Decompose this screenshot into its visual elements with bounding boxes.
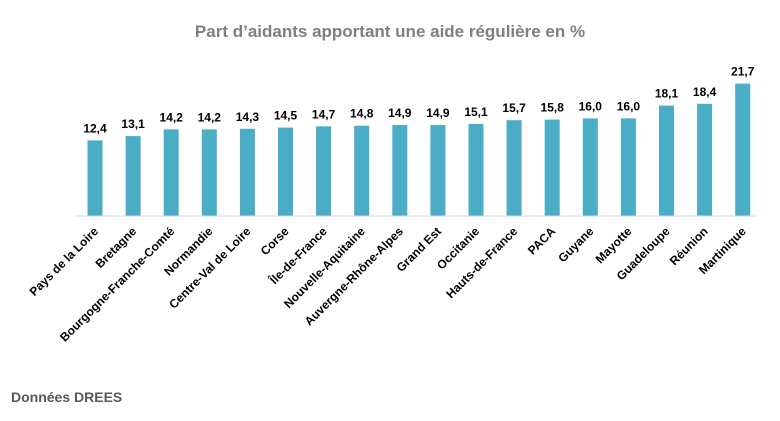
value-label-17: 18,4: [693, 85, 717, 99]
bar-4: [201, 129, 217, 216]
value-label-3: 14,2: [160, 110, 184, 124]
value-label-14: 16,0: [579, 99, 603, 113]
value-label-18: 21,7: [731, 65, 755, 79]
category-labels-layer: Pays de la LoireBretagneBourgogne-Franch…: [27, 223, 749, 344]
bar-2: [125, 136, 141, 216]
bar-11: [468, 123, 484, 216]
value-label-12: 15,7: [502, 101, 526, 115]
value-label-7: 14,7: [312, 107, 336, 121]
bar-6: [278, 127, 293, 216]
bar-18: [735, 83, 751, 216]
value-label-6: 14,5: [274, 109, 298, 123]
value-labels-layer: 12,4 13,1 14,2 14,2 14,3 14,5 14,7 14,8 14,9 14,9…: [83, 65, 754, 136]
value-label-10: 14,9: [426, 106, 450, 120]
value-label-9: 14,9: [388, 106, 412, 120]
bar-10: [430, 125, 446, 216]
bar-12: [506, 120, 522, 216]
source-note: Données DREES: [11, 389, 123, 405]
value-label-1: 12,4: [83, 121, 107, 135]
bar-15: [620, 118, 636, 216]
value-label-2: 13,1: [121, 117, 145, 131]
value-label-8: 14,8: [350, 107, 374, 121]
value-label-15: 16,0: [617, 99, 641, 113]
value-label-16: 18,1: [655, 87, 679, 101]
bar-13: [544, 119, 560, 216]
value-label-4: 14,2: [198, 110, 222, 124]
bars-layer: [87, 83, 751, 216]
bar-7: [316, 126, 332, 216]
value-label-13: 15,8: [541, 101, 565, 115]
bar-5: [239, 128, 255, 216]
chart-title: Part d’aidants apportant une aide réguli…: [194, 22, 586, 41]
bar-9: [392, 125, 408, 216]
bar-14: [582, 118, 598, 216]
category-label-13: PACA: [525, 224, 559, 258]
category-label-6: Corse: [258, 224, 292, 258]
bar-17: [697, 103, 713, 216]
value-label-11: 15,1: [464, 105, 488, 119]
bar-3: [163, 129, 179, 216]
bar-1: [87, 140, 103, 216]
bar-8: [354, 125, 370, 216]
category-label-14: Guyane: [555, 224, 596, 265]
value-label-5: 14,3: [236, 110, 260, 124]
bar-16: [659, 105, 674, 216]
category-label-1: Pays de la Loire: [27, 224, 102, 299]
category-label-12: Hauts-de-France: [443, 224, 520, 301]
